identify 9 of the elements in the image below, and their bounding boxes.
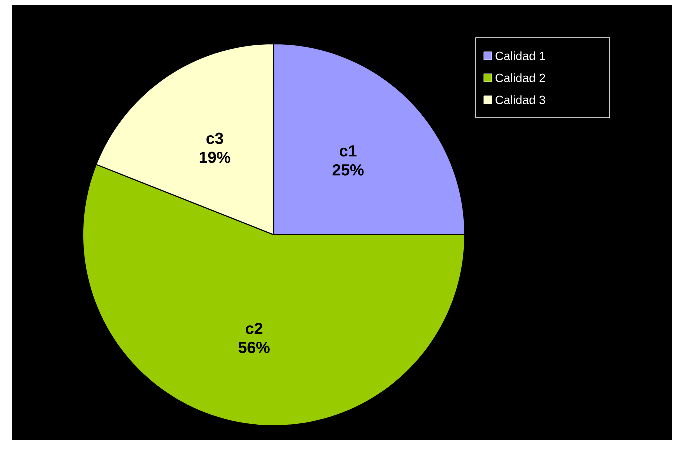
legend-label: Calidad 1 (496, 52, 546, 60)
legend-label: Calidad 2 (496, 74, 546, 82)
data-label: 25% (332, 164, 364, 176)
text: c1 (340, 146, 357, 157)
text: c3 (206, 132, 224, 144)
legend-label: Calidad 3 (496, 96, 546, 104)
text: c2 (246, 323, 263, 334)
data-label: 56% (238, 342, 270, 354)
data-label: 19% (200, 152, 231, 164)
